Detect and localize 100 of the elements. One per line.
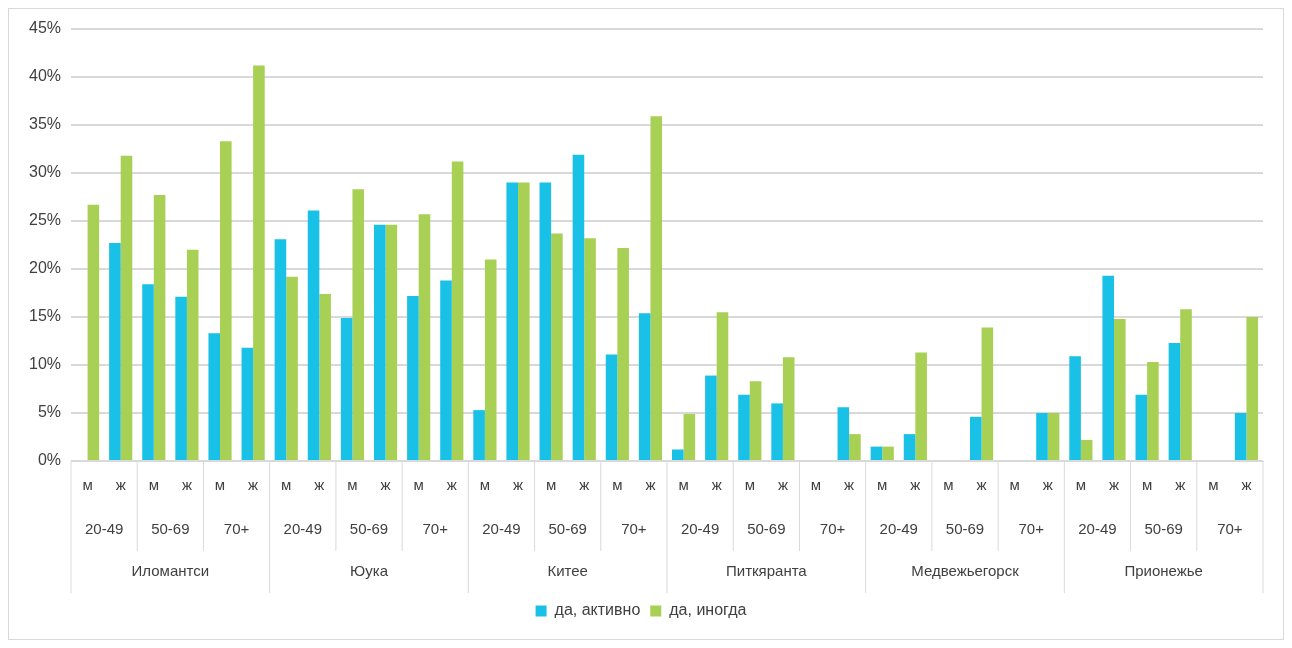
y-tick-label: 30%: [28, 163, 62, 181]
bar: [1036, 413, 1048, 460]
bar: [1135, 394, 1148, 460]
bar: [253, 65, 265, 460]
text: 20-49: [879, 520, 918, 538]
x-tick-label: м: [744, 476, 755, 494]
bar: [1168, 342, 1181, 460]
x-tick-label: ж: [1108, 476, 1120, 494]
x-tick-label: ж: [181, 476, 192, 494]
bar: [1180, 309, 1192, 460]
x-tick-label: м: [545, 476, 557, 494]
text: 50-69: [945, 520, 985, 538]
bar: [220, 141, 232, 460]
bar: [605, 354, 618, 460]
x-tick-label: ж: [1241, 476, 1252, 494]
x-tick-label: м: [1009, 476, 1020, 494]
text: 70+: [1018, 520, 1045, 538]
bar: [617, 247, 629, 460]
text: Юука: [350, 562, 389, 580]
text: 70+: [819, 520, 846, 538]
x-tick-label: м: [479, 476, 491, 494]
bar: [870, 446, 883, 460]
text: 20-49: [84, 520, 124, 538]
x-tick-label: м: [281, 476, 292, 494]
x-tick-label: ж: [844, 476, 855, 494]
bar: [572, 154, 585, 460]
bar: [1069, 356, 1081, 460]
bar: [1234, 413, 1247, 460]
bar: [738, 394, 750, 460]
bar: [915, 352, 927, 460]
x-tick-label: м: [810, 476, 822, 494]
bar: [837, 407, 850, 460]
text: 70+: [422, 520, 449, 538]
bar: [749, 381, 762, 460]
x-tick-label: ж: [248, 476, 259, 494]
text: 20-49: [283, 520, 322, 538]
x-tick-label: м: [347, 476, 358, 494]
x-tick-label: ж: [976, 476, 987, 494]
y-tick-label: 40%: [28, 67, 62, 85]
x-tick-label: м: [413, 476, 424, 494]
x-tick-label: ж: [579, 476, 590, 494]
bar: [716, 312, 729, 460]
x-tick-label: м: [1141, 476, 1153, 494]
x-tick-label: м: [214, 476, 226, 494]
x-tick-label: ж: [314, 476, 325, 494]
x-tick-label: м: [82, 476, 93, 494]
y-tick-label: 10%: [28, 355, 62, 373]
bar: [373, 224, 386, 460]
bar: [385, 224, 398, 460]
text: 50-69: [747, 520, 786, 538]
bar: [638, 313, 651, 460]
y-tick-label: 20%: [28, 259, 62, 277]
x-tick-label: ж: [1175, 476, 1186, 494]
legend-label: да, иногда: [669, 601, 747, 619]
y-tick-label: 25%: [28, 211, 62, 229]
bar: [882, 446, 894, 460]
text: 20-49: [680, 520, 720, 538]
text: Прионежье: [1124, 562, 1203, 580]
y-tick-label: 35%: [28, 115, 62, 133]
text: Питкяранта: [725, 562, 808, 580]
bar: [484, 259, 497, 460]
x-tick-label: ж: [115, 476, 126, 494]
x-tick-label: ж: [1042, 476, 1053, 494]
bar: [307, 210, 320, 460]
bar: [109, 243, 121, 460]
bar: [352, 189, 365, 460]
bar: [771, 403, 783, 460]
bar: [518, 182, 530, 460]
bar: [584, 238, 596, 460]
bar: [274, 239, 287, 460]
bar: [208, 333, 221, 460]
bar: [1147, 362, 1159, 460]
bar: [1047, 413, 1060, 460]
text: 50-69: [548, 520, 587, 538]
x-tick-label: м: [148, 476, 159, 494]
text: 20-49: [482, 520, 521, 538]
bar: [473, 410, 485, 460]
x-tick-label: ж: [777, 476, 788, 494]
x-tick-label: м: [1208, 476, 1219, 494]
bar: [1102, 275, 1114, 460]
bar: [551, 233, 563, 460]
bar: [683, 413, 696, 460]
bar: [1080, 439, 1093, 460]
bar: [506, 182, 519, 460]
x-tick-label: ж: [446, 476, 457, 494]
x-tick-label: ж: [711, 476, 722, 494]
bar: [1246, 317, 1259, 460]
x-tick-label: ж: [512, 476, 524, 494]
x-tick-label: м: [1075, 476, 1087, 494]
bar: [650, 116, 663, 460]
bar: [241, 347, 254, 460]
bar: [186, 249, 199, 460]
text: 50-69: [1144, 520, 1183, 538]
bar: [849, 434, 861, 460]
bar: [539, 182, 552, 460]
x-tick-label: м: [877, 476, 888, 494]
text: Китее: [547, 562, 588, 580]
bar: [981, 327, 994, 460]
legend-label: да, активно: [554, 601, 641, 619]
text: 70+: [1217, 520, 1243, 538]
